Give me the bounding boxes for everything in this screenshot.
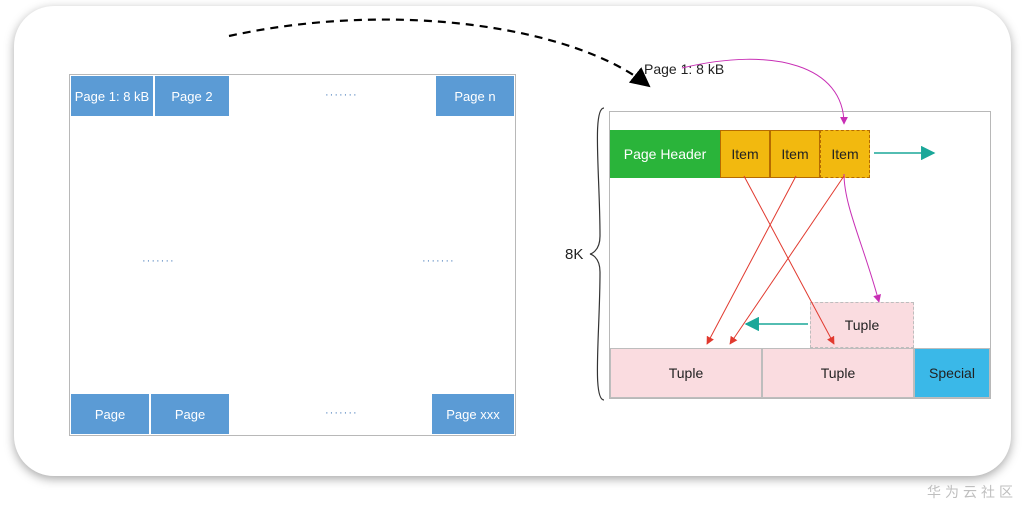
size-bracket-icon xyxy=(588,106,606,402)
ellipsis-dots: ······· xyxy=(142,255,175,267)
canvas: Page 1: 8 kB Page 2 Page n Page Page Pag… xyxy=(0,0,1027,505)
tuple-cell: Tuple xyxy=(610,348,762,398)
tuple-cell: Tuple xyxy=(762,348,914,398)
item-cell: Item xyxy=(770,130,820,178)
watermark: 华为云社区 xyxy=(927,482,1017,502)
page-header-cell: Page Header xyxy=(610,130,720,178)
page-cell-b2: Page xyxy=(150,393,230,435)
page-cell-1: Page 1: 8 kB xyxy=(70,75,154,117)
special-cell: Special xyxy=(914,348,990,398)
page-table: Page 1: 8 kB Page 2 Page n Page Page Pag… xyxy=(69,74,516,436)
ellipsis-dots: ······· xyxy=(325,407,358,419)
tuple-cell: Tuple xyxy=(810,302,914,348)
card-frame: Page 1: 8 kB Page 2 Page n Page Page Pag… xyxy=(14,6,1011,476)
item-cell: Item xyxy=(820,130,870,178)
page-cell-bl: Page xyxy=(70,393,150,435)
page-cell-xxx: Page xxx xyxy=(431,393,515,435)
page-size-label: 8K xyxy=(565,246,583,263)
page-detail-title: Page 1: 8 kB xyxy=(644,61,724,77)
item-cell: Item xyxy=(720,130,770,178)
ellipsis-dots: ······· xyxy=(422,255,455,267)
page-layout: Page Header Item Item Item Tuple Tuple T… xyxy=(609,111,991,399)
page-cell-n: Page n xyxy=(435,75,515,117)
ellipsis-dots: ······· xyxy=(325,89,358,101)
page-cell-2: Page 2 xyxy=(154,75,230,117)
